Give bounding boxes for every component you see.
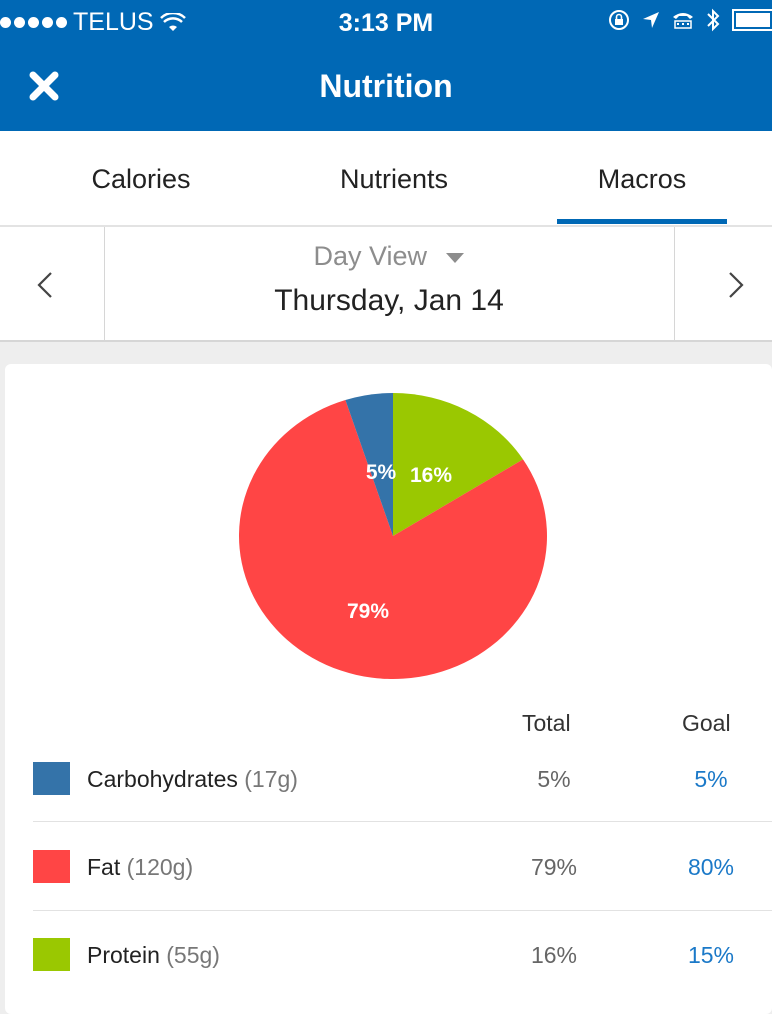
close-icon: [29, 71, 59, 101]
wifi-icon: [159, 12, 186, 31]
row-divider: [33, 821, 772, 822]
macro-label: Fat (120g): [87, 854, 193, 881]
previous-day-button[interactable]: [0, 227, 105, 340]
tty-icon: [673, 13, 693, 29]
macro-quantity: (120g): [126, 854, 194, 880]
macro-label: Protein (55g): [87, 942, 220, 969]
view-selector-label: Day View: [313, 241, 428, 271]
fat-swatch: [33, 850, 70, 883]
location-icon: [643, 12, 659, 28]
chevron-left-icon: [37, 272, 52, 298]
page-title: Nutrition: [319, 68, 453, 104]
pie-label-fat: 79%: [347, 600, 389, 623]
macro-quantity: (55g): [166, 942, 220, 968]
pie-slice-carbohydrates: [345, 393, 393, 536]
macro-goal: 5%: [694, 766, 728, 792]
row-divider: [33, 910, 772, 911]
view-selector[interactable]: Day View: [105, 241, 673, 272]
macros-pie-chart: 16% 79% 5%: [238, 393, 547, 679]
macro-row-fat: Fat (120g) 79% 80%: [5, 822, 772, 910]
macro-goal: 15%: [687, 942, 735, 968]
battery-icon: [732, 9, 772, 31]
macro-total: 16%: [530, 942, 578, 968]
status-time: 3:13 PM: [338, 9, 434, 37]
total-column-header: Total: [522, 710, 571, 736]
tab-bar: Calories Nutrients Macros: [0, 131, 772, 227]
macro-total: 5%: [537, 766, 571, 792]
pie-slice-protein: [393, 393, 524, 536]
macro-label: Carbohydrates (17g): [87, 766, 298, 793]
lock-rotation-icon: [609, 10, 629, 30]
current-date: Thursday, Jan 14: [274, 284, 504, 317]
chevron-right-icon: [729, 272, 744, 298]
protein-swatch: [33, 938, 70, 971]
macros-card: 16% 79% 5% Total Goal Carbohydrates (17g) …: [5, 364, 772, 1014]
pie-slice-fat: [238, 399, 547, 679]
carbohydrates-swatch: [33, 762, 70, 795]
macro-row-protein: Protein (55g) 16% 15%: [5, 911, 772, 999]
tab-calories[interactable]: Calories: [91, 164, 191, 194]
signal-dots-icon: [0, 17, 67, 28]
active-tab-indicator: [557, 219, 727, 224]
goal-column-header: Goal: [682, 710, 731, 736]
macro-total: 79%: [530, 854, 578, 880]
next-day-button[interactable]: [674, 227, 772, 340]
macro-name: Carbohydrates: [87, 766, 238, 792]
caret-down-icon: [445, 252, 464, 263]
status-bar: TELUS 3:13 PM: [0, 0, 772, 44]
tab-nutrients[interactable]: Nutrients: [339, 164, 449, 194]
macro-quantity: (17g): [244, 766, 298, 792]
pie-label-protein: 16%: [410, 464, 452, 487]
date-navigator: Day View Thursday, Jan 14: [0, 227, 772, 342]
macro-row-carbohydrates: Carbohydrates (17g) 5% 5%: [5, 735, 772, 823]
carrier-name: TELUS: [73, 8, 154, 36]
close-button[interactable]: [26, 64, 66, 108]
macro-name: Protein: [87, 942, 160, 968]
tab-macros[interactable]: Macros: [597, 164, 687, 194]
pie-label-carbohydrates: 5%: [366, 461, 397, 484]
status-icons: [608, 8, 772, 32]
bluetooth-icon: [707, 8, 720, 32]
carrier: TELUS: [0, 8, 186, 37]
nav-bar: Nutrition: [0, 44, 772, 131]
macro-name: Fat: [87, 854, 121, 880]
macro-goal: 80%: [687, 854, 735, 880]
